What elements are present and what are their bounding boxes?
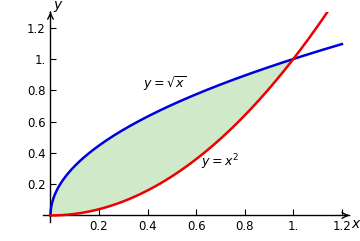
Text: $y = \sqrt{x}$: $y = \sqrt{x}$	[143, 75, 186, 94]
Text: y: y	[53, 0, 61, 12]
Text: x: x	[352, 217, 360, 231]
Text: $y = x^{2}$: $y = x^{2}$	[201, 152, 239, 172]
